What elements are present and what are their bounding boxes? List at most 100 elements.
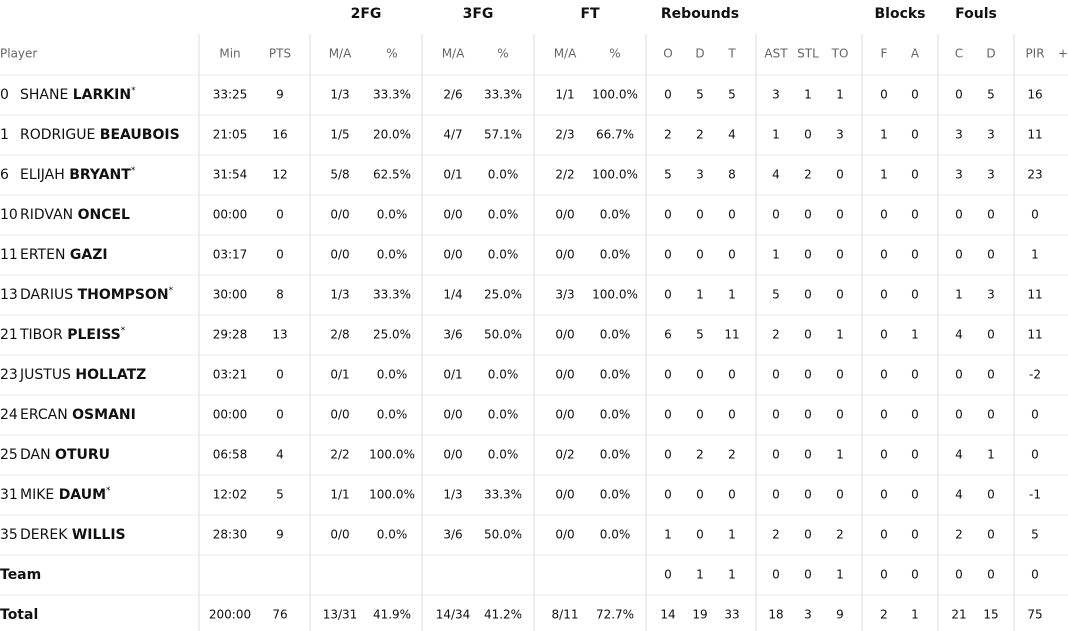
stat-cell: 0.0%: [600, 368, 631, 382]
stat-cell: 1: [880, 168, 888, 182]
stat-cell: 0: [696, 528, 704, 542]
stat-cell: 33.3%: [484, 488, 522, 502]
stat-cell: 0: [664, 488, 672, 502]
stat-cell: 0: [955, 248, 963, 262]
first-name: DARIUS: [20, 287, 73, 303]
stat-cell: 0: [1031, 208, 1039, 222]
stat-cell: 8: [276, 288, 284, 302]
stat-cell: 1/1: [330, 488, 349, 502]
stat-cell: 0/0: [443, 248, 462, 262]
column-header: PIR: [1025, 47, 1044, 61]
player-name: ERCAN OSMANI: [20, 407, 136, 423]
stat-cell: 0: [911, 288, 919, 302]
stat-cell: 0: [911, 408, 919, 422]
stat-cell: 0: [987, 208, 995, 222]
stat-cell: 8: [728, 168, 736, 182]
stat-cell: 1/1: [555, 88, 574, 102]
stat-cell: 0: [880, 448, 888, 462]
stat-cell: 100.0%: [592, 288, 638, 302]
stat-cell: 0: [804, 288, 812, 302]
player-name: ELIJAH BRYANT*: [20, 166, 136, 184]
player-name: SHANE LARKIN*: [20, 86, 136, 104]
column-header: F: [881, 47, 888, 61]
stat-cell: 3: [772, 88, 780, 102]
stat-cell: 0: [836, 408, 844, 422]
stat-cell: 0.0%: [600, 208, 631, 222]
stat-cell: 3: [987, 288, 995, 302]
stat-cell: 62.5%: [373, 168, 411, 182]
stat-cell: 1: [836, 448, 844, 462]
column-header: Min: [219, 47, 240, 61]
stat-cell: 0: [664, 288, 672, 302]
stat-cell: 1/5: [330, 128, 349, 142]
stat-cell: 31:54: [213, 168, 248, 182]
stat-cell: 3/6: [443, 328, 462, 342]
stat-cell: 1: [1031, 248, 1039, 262]
stat-cell: 0: [987, 368, 995, 382]
stat-cell: 0: [880, 568, 888, 582]
stat-cell: 0: [836, 208, 844, 222]
stat-cell: 0: [836, 168, 844, 182]
stat-cell: 4: [955, 328, 963, 342]
stat-cell: 5: [276, 488, 284, 502]
stat-cell: 2: [664, 128, 672, 142]
stat-cell: 3/6: [443, 528, 462, 542]
stat-cell: 5: [772, 288, 780, 302]
stat-cell: 0/0: [555, 408, 574, 422]
stat-cell: 1/3: [330, 288, 349, 302]
stat-cell: 1: [728, 288, 736, 302]
stat-cell: 0/0: [555, 368, 574, 382]
stat-cell: 5: [696, 88, 704, 102]
stat-cell: 0: [911, 88, 919, 102]
stat-cell: 2/2: [330, 448, 349, 462]
stat-cell: 0: [276, 248, 284, 262]
stat-cell: 0: [804, 448, 812, 462]
column-header: AST: [764, 47, 788, 61]
group-header: 3FG: [463, 6, 494, 22]
first-name: DAN: [20, 447, 51, 463]
player-name: ERTEN GAZI: [20, 247, 108, 263]
stat-cell: 0: [836, 288, 844, 302]
stat-cell: 0/0: [443, 208, 462, 222]
column-header: Player: [0, 47, 37, 61]
stat-cell: 0: [911, 208, 919, 222]
column-header: PTS: [269, 47, 291, 61]
stat-cell: 0.0%: [377, 248, 408, 262]
player-name: DARIUS THOMPSON*: [20, 286, 174, 304]
last-name: OSMANI: [72, 407, 136, 423]
stat-cell: 5: [696, 328, 704, 342]
stat-cell: 0: [728, 208, 736, 222]
stat-cell: 4: [728, 128, 736, 142]
column-header: M/A: [554, 47, 577, 61]
stat-cell: 0.0%: [600, 448, 631, 462]
player-name: TIBOR PLEISS*: [19, 326, 126, 344]
stat-cell: 33:25: [213, 88, 248, 102]
stat-cell: 0.0%: [377, 528, 408, 542]
stat-cell: 1: [696, 568, 704, 582]
stat-cell: 0: [987, 488, 995, 502]
stat-cell: 2: [804, 168, 812, 182]
stat-cell: 0: [836, 488, 844, 502]
stat-cell: 0: [696, 208, 704, 222]
stat-cell: 0: [804, 208, 812, 222]
starter-mark: *: [106, 486, 111, 496]
stat-cell: 25.0%: [484, 288, 522, 302]
stat-cell: 12: [272, 168, 287, 182]
stat-cell: 0: [772, 208, 780, 222]
starter-mark: *: [131, 86, 136, 96]
stat-cell: 0: [987, 408, 995, 422]
stat-cell: 2/2: [555, 168, 574, 182]
stat-cell: 4: [955, 488, 963, 502]
stat-cell: 2: [772, 328, 780, 342]
stat-cell: 8/11: [552, 608, 579, 622]
first-name: SHANE: [20, 87, 68, 103]
last-name: HOLLATZ: [75, 367, 146, 383]
stat-cell: 4/7: [443, 128, 462, 142]
column-header: D: [695, 47, 704, 61]
stat-cell: 1/3: [330, 88, 349, 102]
player-number: 24: [0, 407, 18, 423]
stat-cell: 0: [804, 488, 812, 502]
stat-cell: 0: [880, 408, 888, 422]
stat-cell: 0: [664, 568, 672, 582]
stat-cell: 0: [804, 368, 812, 382]
